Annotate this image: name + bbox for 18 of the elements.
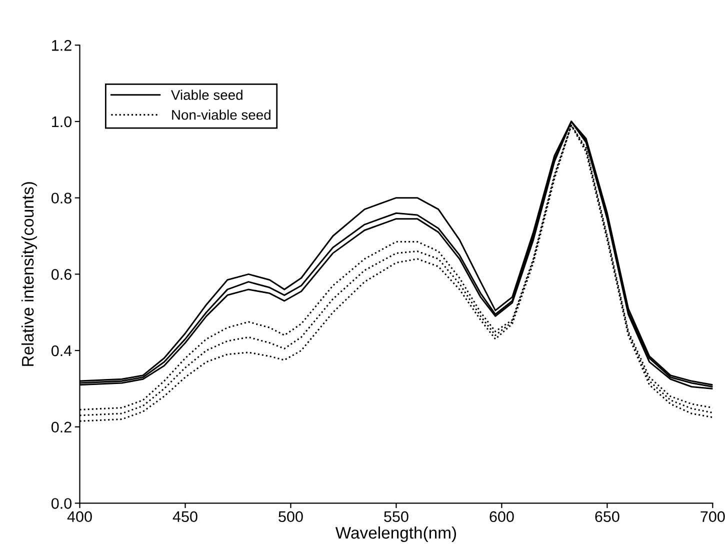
x-tick-label: 450	[172, 511, 198, 522]
y-tick-label: 0.2	[51, 422, 72, 433]
x-axis-title: Wavelength(nm)	[335, 526, 456, 542]
y-tick-label: 0.6	[51, 269, 72, 280]
x-tick-label: 600	[490, 511, 514, 522]
y-tick-label: 1.0	[52, 116, 72, 128]
y-tick-label: 1.2	[52, 40, 72, 51]
x-tick-label: 400	[67, 511, 92, 522]
x-tick-label: 700	[700, 511, 725, 522]
legend-label: Non-viable seed	[172, 110, 270, 120]
x-tick-label: 650	[595, 511, 620, 522]
x-tick-label: 550	[384, 511, 408, 522]
y-tick-label: 0.0	[51, 498, 72, 509]
x-tick-label: 500	[278, 511, 303, 522]
y-tick-label: 0.4	[51, 345, 72, 356]
legend-label: Viable seed	[171, 90, 242, 100]
y-axis-title: Relative intensity(counts)	[21, 182, 37, 366]
y-tick-label: 0.8	[51, 192, 72, 204]
